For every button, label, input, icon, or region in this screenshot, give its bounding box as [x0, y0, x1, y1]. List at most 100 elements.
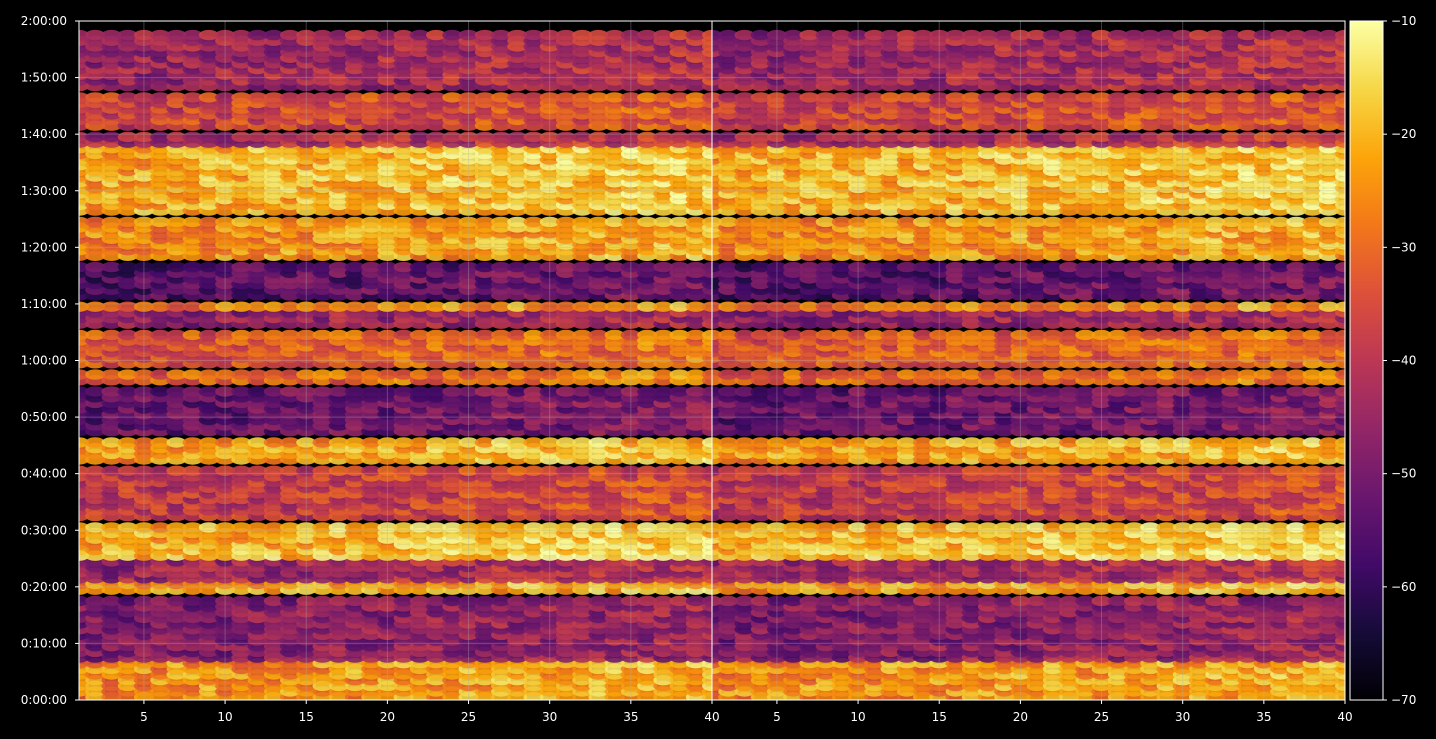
- heatmap-cell: [409, 386, 430, 397]
- heatmap-cell: [426, 522, 447, 533]
- heatmap-cell: [247, 595, 268, 607]
- heatmap-cell: [620, 522, 641, 533]
- heatmap-cell: [361, 465, 382, 476]
- heatmap-cell: [344, 386, 365, 397]
- heatmap-cell: [296, 522, 317, 533]
- heatmap-cell: [280, 465, 300, 476]
- heatmap-cell: [198, 437, 219, 448]
- heatmap-cell: [377, 437, 398, 448]
- heatmap-cell: [182, 465, 203, 476]
- heatmap-cell: [344, 437, 365, 448]
- heatmap-cell: [361, 595, 382, 607]
- heatmap-cell: [442, 465, 463, 476]
- heatmap-cell: [133, 595, 154, 607]
- plot-panel-right: [711, 20, 1346, 701]
- heatmap-cell: [474, 522, 495, 533]
- heatmap-cell: [555, 437, 576, 448]
- heatmap-cell: [79, 437, 89, 448]
- heatmap-cell: [231, 437, 252, 448]
- heatmap-cell: [393, 386, 414, 397]
- heatmap-cell: [344, 522, 365, 533]
- heatmap-cell: [523, 437, 544, 448]
- heatmap-cell: [280, 522, 300, 533]
- heatmap-cell: [117, 595, 138, 607]
- heatmap-cell: [669, 386, 690, 397]
- heatmap-cell: [702, 522, 712, 533]
- heatmap-cell: [263, 595, 284, 607]
- heatmap-cell: [539, 437, 560, 448]
- heatmap-cell: [572, 595, 593, 607]
- heatmap-cell: [588, 386, 609, 397]
- heatmap-cell: [215, 595, 236, 607]
- heatmap-cell: [361, 386, 382, 397]
- heatmap-cell: [198, 465, 219, 476]
- heatmap-cell: [231, 465, 252, 476]
- heatmap-cell: [604, 437, 625, 448]
- heatmap-cell: [555, 386, 576, 397]
- heatmap-cell: [117, 522, 138, 533]
- heatmap-cell: [507, 465, 528, 476]
- heatmap-cell: [637, 386, 658, 397]
- heatmap-cell: [669, 595, 690, 607]
- heatmap-cell: [637, 522, 658, 533]
- heatmap-cell: [685, 522, 706, 533]
- heatmap-cell: [620, 437, 641, 448]
- heatmap-cell: [653, 465, 674, 476]
- heatmap-cell: [344, 595, 365, 607]
- heatmap-cell: [133, 386, 154, 397]
- heatmap-cell: [442, 595, 463, 607]
- heatmap-cell: [458, 465, 479, 476]
- heatmap-cell: [377, 386, 398, 397]
- heatmap-cell: [572, 465, 593, 476]
- heatmap-cell: [280, 386, 300, 397]
- heatmap-cell: [702, 386, 712, 397]
- heatmap-cell: [263, 386, 284, 397]
- heatmap-cell: [182, 595, 203, 607]
- heatmap-cell: [523, 465, 544, 476]
- heatmap-cell: [280, 595, 300, 607]
- heatmap-cell: [101, 437, 122, 448]
- heatmap-cell: [101, 465, 122, 476]
- heatmap-cell: [637, 595, 658, 607]
- heatmap-cell: [409, 522, 430, 533]
- heatmap-cell: [572, 386, 593, 397]
- heatmap-cell: [507, 386, 528, 397]
- heatmap-cell: [263, 465, 284, 476]
- heatmap-cell: [150, 465, 171, 476]
- heatmap-cell: [474, 595, 495, 607]
- heatmap-cell: [523, 595, 544, 607]
- heatmap-cell: [474, 386, 495, 397]
- heatmap-cell: [150, 522, 171, 533]
- heatmap-cell: [182, 522, 203, 533]
- heatmap-cell: [507, 595, 528, 607]
- heatmap-cell: [79, 386, 89, 397]
- heatmap-cell: [85, 386, 106, 397]
- heatmap-cell: [166, 595, 187, 607]
- heatmap-cell: [458, 437, 479, 448]
- heatmap-cell: [215, 386, 236, 397]
- heatmap-cell: [328, 595, 349, 607]
- heatmap-cell: [507, 437, 528, 448]
- heatmap-cell: [539, 465, 560, 476]
- heatmap-cell: [588, 465, 609, 476]
- heatmap-cell: [685, 437, 706, 448]
- heatmap-cell: [166, 465, 187, 476]
- heatmap-cell: [150, 386, 171, 397]
- heatmap-cell: [523, 522, 544, 533]
- heatmap-cell: [231, 386, 252, 397]
- heatmap-cell: [296, 437, 317, 448]
- heatmap-cell: [312, 386, 333, 397]
- heatmap-cell: [215, 437, 236, 448]
- heatmap-cell: [669, 465, 690, 476]
- heatmap-cell: [247, 386, 268, 397]
- heatmap-cell: [426, 595, 447, 607]
- heatmap-cell: [312, 522, 333, 533]
- heatmap-cell: [507, 522, 528, 533]
- heatmap-cell: [572, 437, 593, 448]
- heatmap-cell: [539, 386, 560, 397]
- heatmap-cell: [296, 595, 317, 607]
- heatmap-cell: [182, 386, 203, 397]
- heatmap-cell: [133, 522, 154, 533]
- heatmap-cell: [263, 522, 284, 533]
- heatmap-cell: [133, 465, 154, 476]
